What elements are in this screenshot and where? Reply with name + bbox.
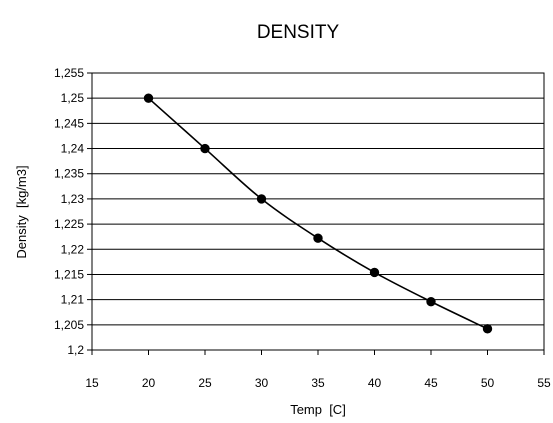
- y-tick-label: 1,24: [61, 142, 85, 156]
- x-tick-label: 20: [142, 376, 156, 390]
- data-point: [200, 143, 210, 154]
- x-tick-label: 25: [198, 376, 212, 390]
- data-point: [482, 324, 493, 334]
- y-tick-label: 1,2: [67, 343, 84, 357]
- y-tick-label: 1,22: [61, 242, 85, 256]
- x-tick-label: 45: [424, 376, 438, 390]
- x-axis-label: Temp [C]: [290, 402, 346, 417]
- y-tick-label: 1,23: [61, 192, 85, 206]
- y-tick-label: 1,235: [54, 167, 84, 181]
- chart-title: DENSITY: [257, 22, 340, 43]
- data-point: [256, 194, 267, 204]
- y-tick-label: 1,255: [54, 66, 84, 80]
- data-point: [143, 93, 154, 103]
- y-axis-ticks: 1,2 1,205 1,21 1,215 1,22 1,225 1,23 1,235 1,24 1…: [54, 66, 92, 357]
- plot-area-frame: [91, 72, 545, 351]
- series-line: [147, 97, 488, 330]
- grid-layer: [92, 72, 544, 351]
- y-tick-label: 1,25: [61, 91, 85, 105]
- y-tick-label: 1,21: [61, 293, 85, 307]
- y-tick-label: 1,205: [54, 318, 84, 332]
- data-point: [369, 267, 380, 278]
- x-tick-label: 40: [368, 376, 382, 390]
- x-tick-label: 30: [255, 376, 269, 390]
- x-tick-label: 15: [85, 376, 99, 390]
- y-axis-label: Density [kg/m3]: [14, 165, 29, 258]
- x-axis-ticks: 15 20 25 30 35 40 45 50 55: [85, 350, 551, 390]
- y-tick-label: 1,215: [54, 267, 84, 281]
- y-tick-label: 1,225: [54, 217, 84, 231]
- data-point: [426, 296, 436, 307]
- series-layer: [143, 93, 493, 334]
- data-point: [313, 233, 323, 243]
- x-tick-label: 35: [311, 376, 325, 390]
- y-tick-label: 1,245: [54, 116, 84, 130]
- x-tick-label: 55: [537, 376, 551, 390]
- x-tick-label: 50: [481, 376, 495, 390]
